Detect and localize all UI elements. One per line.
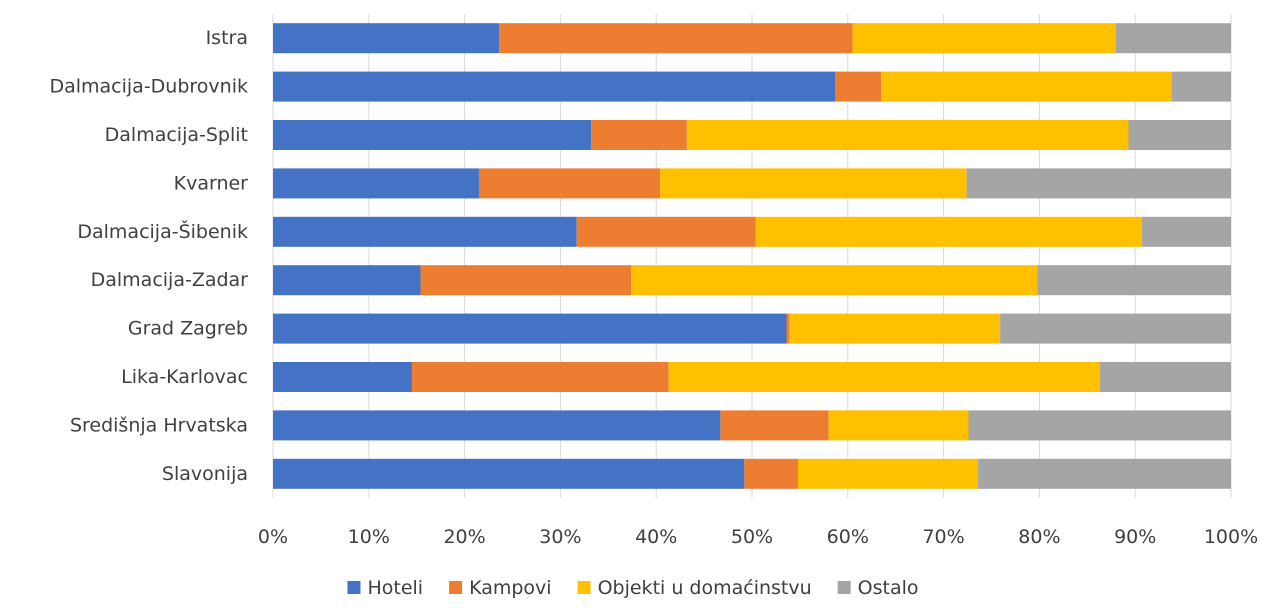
- x-tick-label: 40%: [635, 526, 677, 548]
- bar-segment: [881, 71, 1172, 102]
- bar-segment: [1116, 23, 1231, 54]
- bar-segment: [273, 410, 721, 441]
- x-tick-label: 10%: [348, 526, 390, 548]
- category-label: Grad Zagreb: [128, 318, 248, 340]
- bars: [273, 23, 1231, 489]
- category-label: Dalmacija-Šibenik: [77, 219, 248, 243]
- legend-swatch: [449, 581, 463, 594]
- bar-segment: [968, 410, 1231, 441]
- bar-segment: [852, 23, 1117, 54]
- bar-segment: [978, 458, 1231, 489]
- category-label: Dalmacija-Zadar: [91, 269, 249, 291]
- bar-segment: [797, 458, 979, 489]
- category-label: Dalmacija-Dubrovnik: [49, 76, 248, 98]
- x-tick-label: 0%: [258, 526, 288, 548]
- bar-segment: [273, 23, 500, 54]
- bar-segment: [273, 71, 836, 102]
- x-tick-label: 50%: [731, 526, 773, 548]
- bar-segment: [789, 313, 1001, 344]
- bar-segment: [686, 120, 1129, 150]
- bar-segment: [966, 168, 1231, 199]
- x-tick-label: 20%: [443, 526, 485, 548]
- bar-segment: [591, 120, 687, 150]
- category-label: Slavonija: [162, 463, 248, 485]
- legend-label: Hoteli: [367, 577, 423, 599]
- bar-segment: [273, 458, 745, 489]
- bar-segment: [1000, 313, 1231, 344]
- bar-segment: [411, 362, 669, 392]
- bar-segment: [1141, 216, 1231, 247]
- bar-segment: [273, 265, 421, 296]
- bar-segment: [835, 71, 882, 102]
- bar-segment: [273, 313, 787, 344]
- bar-segment: [660, 168, 967, 199]
- bar-segment: [273, 362, 412, 392]
- legend-label: Ostalo: [858, 577, 919, 599]
- legend-label: Kampovi: [469, 577, 552, 599]
- x-tick-label: 30%: [539, 526, 581, 548]
- legend-swatch: [577, 581, 591, 594]
- bar-segment: [668, 362, 1100, 392]
- bar-segment: [755, 216, 1142, 247]
- bar-segment: [744, 458, 798, 489]
- legend-label: Objekti u domaćinstvu: [598, 577, 812, 599]
- x-tick-label: 100%: [1204, 526, 1258, 548]
- legend-swatch: [837, 581, 851, 594]
- legend: Hoteli Kampovi Objekti u domaćinstvu Ostalo: [347, 577, 919, 599]
- category-label: Središnja Hrvatska: [70, 414, 248, 436]
- category-labels: Istra Dalmacija-Dubrovnik Dalmacija-Split K…: [49, 27, 248, 485]
- bar-segment: [273, 120, 592, 150]
- category-label: Lika-Karlovac: [121, 366, 248, 388]
- bar-segment: [1099, 362, 1231, 392]
- bar-segment: [478, 168, 661, 199]
- bar-segment: [273, 216, 577, 247]
- x-tick-label: 70%: [922, 526, 964, 548]
- bar-segment: [499, 23, 853, 54]
- x-tick-label: 60%: [827, 526, 869, 548]
- x-tick-labels: 0% 10% 20% 30% 40% 50% 60% 70% 80% 90% 100%: [258, 526, 1258, 548]
- x-tick-label: 80%: [1018, 526, 1060, 548]
- legend-swatch: [347, 581, 361, 594]
- bar-segment: [1171, 71, 1231, 102]
- bar-segment: [420, 265, 632, 296]
- bar-segment: [273, 168, 479, 199]
- bar-segment: [631, 265, 1038, 296]
- bar-segment: [576, 216, 756, 247]
- category-label: Istra: [206, 27, 248, 49]
- bar-segment: [1037, 265, 1231, 296]
- bar-segment: [1128, 120, 1231, 150]
- x-tick-label: 90%: [1114, 526, 1156, 548]
- category-label: Dalmacija-Split: [105, 124, 248, 146]
- bar-segment: [720, 410, 829, 441]
- bar-segment: [786, 313, 790, 344]
- category-label: Kvarner: [174, 172, 249, 194]
- bar-segment: [828, 410, 969, 441]
